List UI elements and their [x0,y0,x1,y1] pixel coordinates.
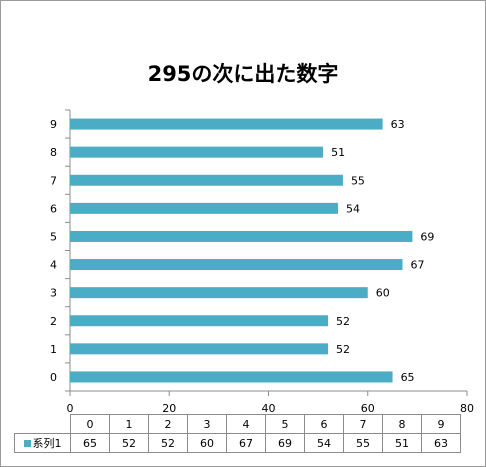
bar [70,174,343,186]
table-value-row: 系列1 65 52 52 60 67 69 54 55 51 63 [14,433,461,453]
data-label: 54 [346,202,360,215]
bar [70,315,329,327]
x-tick-label: 60 [361,402,375,415]
data-label: 69 [420,230,434,243]
bar [70,287,368,299]
table-value-cell: 52 [148,433,188,453]
table-value-cell: 51 [382,433,422,453]
table-value-cell: 63 [421,433,461,453]
x-tick-label: 20 [162,402,176,415]
data-label: 60 [376,287,390,300]
data-label: 52 [336,343,350,356]
series-name: 系列1 [32,437,62,450]
y-category-label: 1 [50,343,57,356]
x-tick-label: 80 [460,402,474,415]
x-tick-label: 40 [262,402,276,415]
table-category-cell: 7 [343,414,383,434]
table-category-cell: 6 [304,414,344,434]
bar [70,146,324,158]
y-category-label: 5 [50,230,57,243]
data-label: 55 [351,174,365,187]
bar [70,343,329,355]
table-value-cell: 69 [265,433,305,453]
x-tick-label: 0 [67,402,74,415]
table-value-cell: 67 [226,433,266,453]
table-category-cell: 1 [109,414,149,434]
table-corner-cell [14,414,71,434]
bar [70,371,393,383]
y-category-label: 6 [50,202,57,215]
y-category-label: 7 [50,174,57,187]
data-label: 67 [410,259,424,272]
bar [70,118,383,130]
table-category-cell: 4 [226,414,266,434]
data-label: 52 [336,315,350,328]
table-category-cell: 8 [382,414,422,434]
bar [70,259,403,271]
y-category-label: 3 [50,287,57,300]
y-category-label: 4 [50,259,57,272]
table-value-cell: 60 [187,433,227,453]
table-series-cell: 系列1 [14,433,71,453]
data-label: 65 [401,371,415,384]
table-category-cell: 3 [187,414,227,434]
bar [70,202,338,214]
table-value-cell: 54 [304,433,344,453]
data-label: 51 [331,146,345,159]
table-category-cell: 9 [421,414,461,434]
chart-title: 295の次に出た数字 [147,62,339,86]
table-category-cell: 0 [70,414,110,434]
y-category-label: 9 [50,118,57,131]
legend-key-icon [23,440,31,447]
data-label: 63 [391,118,405,131]
table-category-cell: 2 [148,414,188,434]
table-value-cell: 52 [109,433,149,453]
bar [70,230,413,242]
table-value-cell: 55 [343,433,383,453]
table-value-cell: 65 [70,433,110,453]
y-category-label: 0 [50,371,57,384]
y-category-label: 2 [50,315,57,328]
table-category-cell: 5 [265,414,305,434]
y-category-label: 8 [50,146,57,159]
